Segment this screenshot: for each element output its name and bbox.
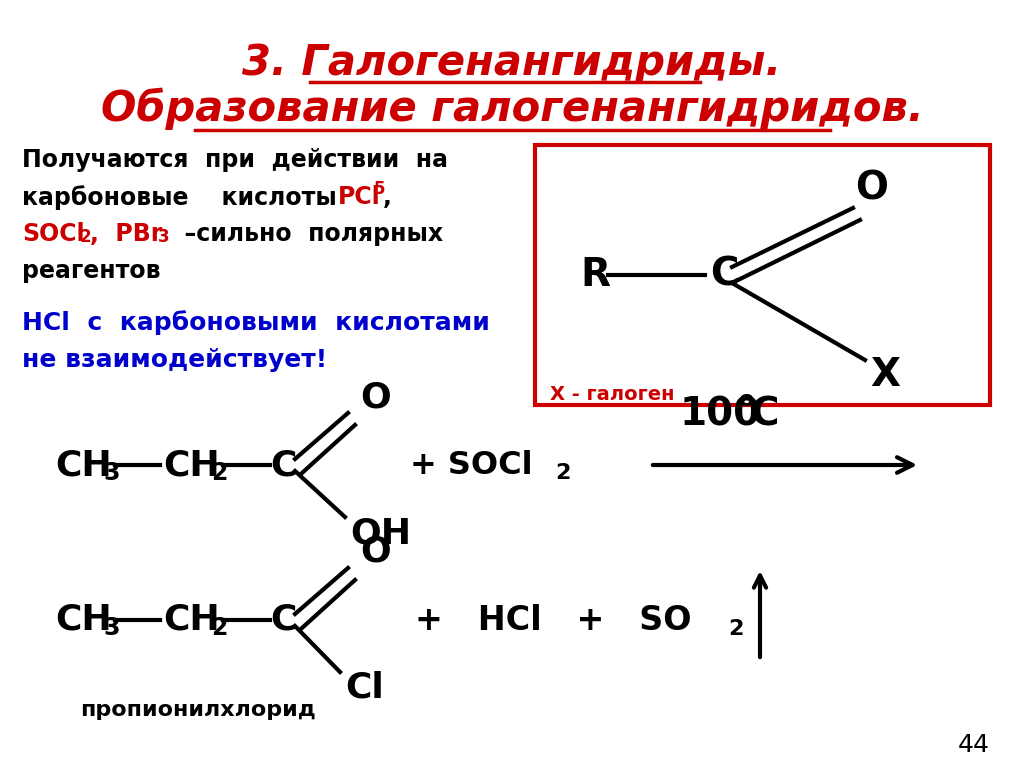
Text: 2: 2 <box>211 616 227 640</box>
Text: PCl: PCl <box>338 185 381 209</box>
Text: CH: CH <box>163 448 220 482</box>
Text: X - галоген: X - галоген <box>550 386 675 404</box>
Text: CH: CH <box>163 603 220 637</box>
Text: 2: 2 <box>555 463 570 483</box>
Text: не взаимодействует!: не взаимодействует! <box>22 348 327 372</box>
Text: ,: , <box>383 185 392 209</box>
Text: CH: CH <box>55 603 112 637</box>
Text: 3: 3 <box>103 616 120 640</box>
Text: O: O <box>855 169 888 207</box>
Text: R: R <box>580 256 610 294</box>
Text: –сильно  полярных: –сильно полярных <box>168 222 443 246</box>
Text: ,  PBr: , PBr <box>90 222 163 246</box>
Text: C: C <box>750 396 778 434</box>
Text: O: O <box>360 535 391 569</box>
Text: 100: 100 <box>680 396 761 434</box>
Text: 44: 44 <box>958 733 990 757</box>
Text: HCl  с  карбоновыми  кислотами: HCl с карбоновыми кислотами <box>22 310 489 335</box>
Text: Образование галогенангидридов.: Образование галогенангидридов. <box>100 88 924 130</box>
Text: +   HCl   +   SO: + HCl + SO <box>415 604 691 637</box>
Text: Получаются  при  действии  на: Получаются при действии на <box>22 148 449 172</box>
Text: 2: 2 <box>80 228 91 246</box>
Text: 3: 3 <box>103 461 120 485</box>
Text: карбоновые    кислоты: карбоновые кислоты <box>22 185 370 210</box>
Text: X: X <box>870 356 900 394</box>
Text: 2: 2 <box>211 461 227 485</box>
Text: OH: OH <box>350 516 411 550</box>
Text: C: C <box>710 256 738 294</box>
Bar <box>535 145 990 405</box>
Text: C: C <box>270 448 296 482</box>
Text: 2: 2 <box>728 619 743 639</box>
Text: 5: 5 <box>374 180 385 198</box>
Text: SOCl: SOCl <box>22 222 85 246</box>
Text: O: O <box>360 380 391 414</box>
Text: 3: 3 <box>158 228 170 246</box>
Text: C: C <box>270 603 296 637</box>
Text: CH: CH <box>55 448 112 482</box>
Text: + SOCl: + SOCl <box>410 449 532 480</box>
Text: пропионилхлорид: пропионилхлорид <box>80 700 315 720</box>
Text: реагентов: реагентов <box>22 259 161 283</box>
Text: o: o <box>739 390 755 410</box>
Text: 3. Галогенангидриды.: 3. Галогенангидриды. <box>243 42 781 84</box>
Text: Cl: Cl <box>345 671 384 705</box>
